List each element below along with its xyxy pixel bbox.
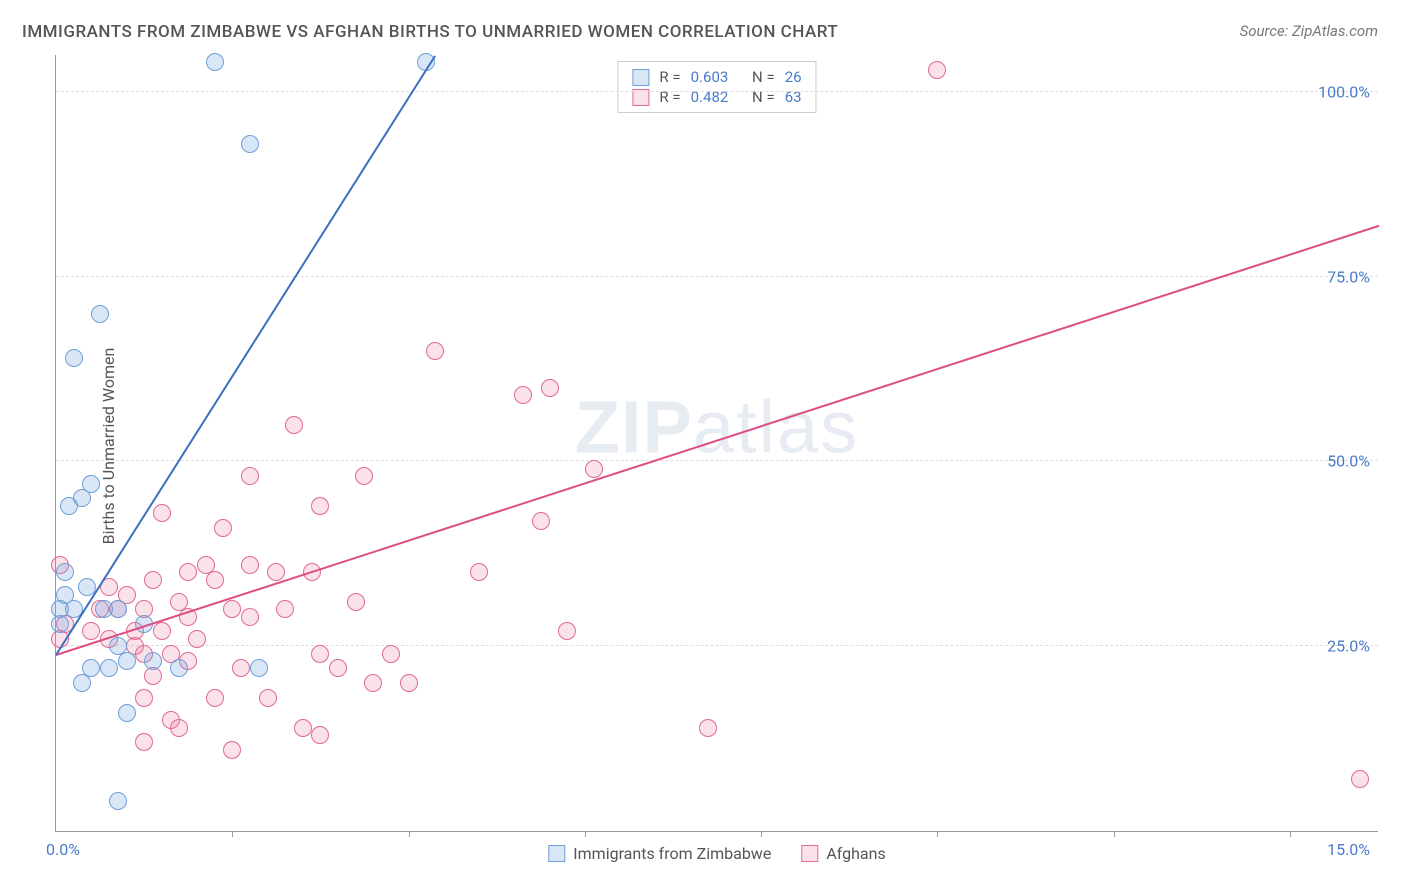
data-point-zimbabwe	[144, 652, 162, 670]
data-point-zimbabwe	[65, 349, 83, 367]
data-point-afghans	[206, 571, 224, 589]
data-point-afghans	[541, 379, 559, 397]
plot-area: ZIPatlas R = 0.603 N = 26 R = 0.482 N = …	[55, 55, 1378, 832]
data-point-afghans	[259, 689, 277, 707]
data-point-afghans	[382, 645, 400, 663]
data-point-zimbabwe	[100, 659, 118, 677]
data-point-afghans	[426, 342, 444, 360]
data-point-zimbabwe	[250, 659, 268, 677]
data-point-afghans	[294, 719, 312, 737]
data-point-afghans	[558, 622, 576, 640]
n-label: N =	[752, 68, 775, 86]
data-point-afghans	[585, 460, 603, 478]
x-tick-mark	[937, 831, 938, 837]
legend-label-afghans: Afghans	[826, 844, 885, 863]
trend-line-afghans	[56, 225, 1380, 656]
y-tick-label: 50.0%	[1327, 452, 1370, 471]
data-point-zimbabwe	[82, 475, 100, 493]
data-point-afghans	[928, 61, 946, 79]
legend-item-zimbabwe: Immigrants from Zimbabwe	[548, 844, 771, 863]
watermark-zip: ZIP	[575, 386, 693, 469]
gridline	[56, 645, 1378, 646]
data-point-afghans	[223, 741, 241, 759]
data-point-afghans	[188, 630, 206, 648]
y-tick-label: 100.0%	[1318, 82, 1370, 101]
data-point-zimbabwe	[82, 659, 100, 677]
x-tick-min: 0.0%	[46, 840, 80, 859]
swatch-afghans-icon	[801, 845, 818, 862]
legend-item-afghans: Afghans	[801, 844, 885, 863]
data-point-zimbabwe	[118, 652, 136, 670]
data-point-afghans	[276, 600, 294, 618]
data-point-afghans	[532, 512, 550, 530]
legend-row-zimbabwe: R = 0.603 N = 26	[632, 67, 801, 87]
gridline	[56, 276, 1378, 277]
y-tick-label: 25.0%	[1327, 637, 1370, 656]
data-point-afghans	[82, 622, 100, 640]
x-tick-mark	[585, 831, 586, 837]
data-point-afghans	[135, 733, 153, 751]
data-point-afghans	[153, 622, 171, 640]
chart-title: IMMIGRANTS FROM ZIMBABWE VS AFGHAN BIRTH…	[22, 22, 838, 42]
series-legend: Immigrants from Zimbabwe Afghans	[548, 844, 885, 863]
data-point-zimbabwe	[170, 659, 188, 677]
gridline	[56, 91, 1378, 92]
data-point-afghans	[699, 719, 717, 737]
data-point-afghans	[206, 689, 224, 707]
data-point-afghans	[153, 504, 171, 522]
data-point-afghans	[364, 674, 382, 692]
data-point-zimbabwe	[109, 600, 127, 618]
data-point-afghans	[400, 674, 418, 692]
x-tick-mark	[232, 831, 233, 837]
source-attribution: Source: ZipAtlas.com	[1240, 22, 1378, 40]
data-point-afghans	[241, 608, 259, 626]
watermark-atlas: atlas	[693, 386, 859, 469]
data-point-afghans	[144, 571, 162, 589]
data-point-afghans	[311, 645, 329, 663]
r-label: R =	[659, 68, 680, 86]
data-point-afghans	[241, 556, 259, 574]
data-point-afghans	[241, 467, 259, 485]
r-value-zimbabwe: 0.603	[691, 68, 729, 86]
data-point-afghans	[179, 563, 197, 581]
data-point-zimbabwe	[91, 305, 109, 323]
data-point-afghans	[347, 593, 365, 611]
data-point-zimbabwe	[206, 53, 224, 71]
x-tick-mark	[1114, 831, 1115, 837]
data-point-afghans	[135, 689, 153, 707]
data-point-zimbabwe	[109, 792, 127, 810]
data-point-afghans	[232, 659, 250, 677]
y-tick-label: 75.0%	[1327, 267, 1370, 286]
data-point-afghans	[170, 719, 188, 737]
x-tick-mark	[761, 831, 762, 837]
n-value-zimbabwe: 26	[785, 68, 802, 86]
data-point-afghans	[1351, 770, 1369, 788]
gridline	[56, 460, 1378, 461]
chart-container: IMMIGRANTS FROM ZIMBABWE VS AFGHAN BIRTH…	[0, 0, 1406, 892]
data-point-afghans	[355, 467, 373, 485]
swatch-zimbabwe	[632, 69, 649, 86]
swatch-zimbabwe-icon	[548, 845, 565, 862]
data-point-zimbabwe	[241, 135, 259, 153]
data-point-afghans	[311, 726, 329, 744]
data-point-afghans	[329, 659, 347, 677]
correlation-legend: R = 0.603 N = 26 R = 0.482 N = 63	[617, 61, 816, 113]
x-tick-mark	[409, 831, 410, 837]
data-point-afghans	[267, 563, 285, 581]
data-point-afghans	[214, 519, 232, 537]
data-point-afghans	[311, 497, 329, 515]
data-point-afghans	[514, 386, 532, 404]
x-tick-mark	[1290, 831, 1291, 837]
watermark: ZIPatlas	[575, 385, 859, 470]
data-point-zimbabwe	[56, 563, 74, 581]
x-tick-max: 15.0%	[1327, 840, 1370, 859]
data-point-zimbabwe	[118, 704, 136, 722]
data-point-afghans	[223, 600, 241, 618]
data-point-afghans	[470, 563, 488, 581]
legend-label-zimbabwe: Immigrants from Zimbabwe	[573, 844, 771, 863]
data-point-afghans	[285, 416, 303, 434]
